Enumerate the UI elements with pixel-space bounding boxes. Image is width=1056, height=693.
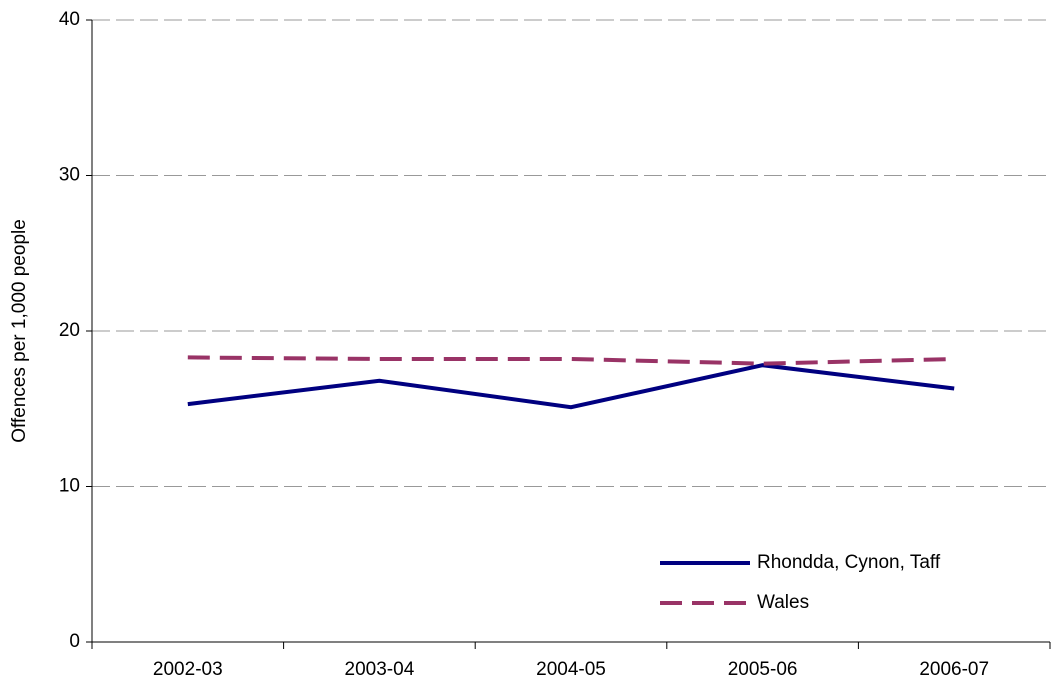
x-tick-label: 2006-07 (919, 659, 989, 680)
x-tick-label: 2005-06 (728, 659, 798, 680)
series-line (187, 363, 955, 410)
series-line (187, 355, 955, 366)
legend-label: Rhondda, Cynon, Taff (757, 552, 941, 573)
x-tick-label: 2002-03 (153, 659, 223, 680)
x-tick-label: 2004-05 (536, 659, 606, 680)
y-tick-label: 30 (59, 165, 80, 186)
legend-label: Wales (757, 592, 809, 613)
y-tick-label: 20 (59, 320, 80, 341)
y-axis-label: Offences per 1,000 people (9, 219, 30, 443)
y-tick-label: 0 (69, 631, 80, 652)
y-tick-label: 40 (59, 9, 80, 30)
x-tick-label: 2003-04 (345, 659, 415, 680)
y-tick-label: 10 (59, 476, 80, 497)
